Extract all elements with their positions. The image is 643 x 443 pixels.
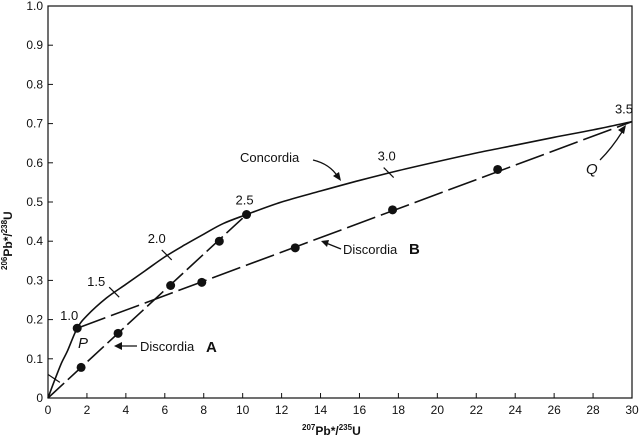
concordia-age-ticks: 1.0 1.5 2.0 2.5 3.0 3.5 — [47, 102, 633, 383]
y-axis-title-main2: U — [1, 211, 15, 220]
discordia-b-arrowhead — [321, 240, 329, 247]
discordia-b-letter: B — [409, 241, 420, 258]
y-tick-label: 0.3 — [26, 273, 43, 287]
x-axis-title-main1: Pb*/ — [315, 424, 339, 438]
discordia-b-point — [72, 323, 82, 333]
concordia-age-label: 1.5 — [87, 274, 105, 289]
y-tick-label: 0.1 — [26, 352, 43, 366]
discordia-b-label: Discordia — [343, 242, 398, 257]
discordia-b-point — [493, 164, 503, 174]
x-tick-label: 16 — [353, 403, 367, 417]
concordia-age-tick — [108, 286, 120, 298]
concordia-age-tick — [161, 249, 173, 261]
x-tick-label: 22 — [470, 403, 484, 417]
discordia-a-point — [214, 236, 224, 246]
concordia-curve — [47, 120, 633, 399]
y-tick-label: 0.9 — [26, 38, 43, 52]
concordia-age-tick — [47, 373, 61, 383]
y-tick-label: 0.6 — [26, 156, 43, 170]
discordia-b-arrow — [325, 242, 342, 250]
y-tick-label: 0.8 — [26, 77, 43, 91]
point-q-label: Q — [586, 161, 598, 178]
concordia-arrowhead — [333, 172, 341, 181]
x-axis-title-main2: U — [352, 424, 361, 438]
y-tick-label: 0.2 — [26, 313, 43, 327]
discordia-a-point — [242, 210, 252, 220]
concordia-age-label: 2.0 — [148, 231, 166, 246]
x-tick-label: 12 — [275, 403, 289, 417]
x-axis-title-sup2: 235 — [339, 423, 353, 432]
y-tick-label: 1.0 — [26, 0, 43, 13]
x-tick-label: 2 — [84, 403, 91, 417]
x-tick-label: 30 — [625, 403, 639, 417]
discordia-b-point — [388, 205, 398, 215]
discordia-a-letter: A — [206, 339, 217, 356]
concordia-age-tick — [383, 167, 395, 179]
point-q-arrow — [599, 131, 623, 161]
y-axis-title-sup1: 206 — [0, 256, 9, 270]
plot-border — [47, 5, 633, 399]
y-axis-title: 206Pb*/238U — [0, 211, 15, 270]
point-p-label: P — [78, 335, 88, 352]
y-axis: 0 0.1 0.2 0.3 0.4 0.5 0.6 0.7 0.8 0.9 1.0 — [26, 0, 53, 405]
y-tick-label: 0 — [36, 391, 43, 405]
y-axis-title-sup2: 238 — [0, 219, 9, 233]
point-q-arrowhead — [618, 125, 626, 134]
x-tick-label: 0 — [45, 403, 52, 417]
x-tick-label: 4 — [123, 403, 130, 417]
x-axis-title: 207Pb*/235U — [302, 423, 361, 438]
x-tick-label: 8 — [200, 403, 207, 417]
x-tick-label: 10 — [236, 403, 250, 417]
x-tick-label: 26 — [547, 403, 561, 417]
discordia-a-label: Discordia — [140, 339, 195, 354]
concordia-label: Concordia — [240, 150, 300, 165]
y-tick-label: 0.7 — [26, 117, 43, 131]
concordia-age-label: 2.5 — [236, 193, 254, 208]
x-tick-label: 24 — [509, 403, 523, 417]
x-tick-label: 18 — [392, 403, 406, 417]
discordia-b-point — [197, 277, 207, 287]
discordia-a-point — [113, 328, 123, 338]
x-tick-label: 14 — [314, 403, 328, 417]
plot-frame — [47, 5, 633, 399]
discordia-b-points — [72, 164, 503, 333]
x-axis-title-sup1: 207 — [302, 423, 316, 432]
discordia-b-line — [76, 120, 633, 329]
discordia-a-point — [166, 280, 176, 290]
concordia-age-label: 1.0 — [60, 308, 78, 323]
x-tick-label: 28 — [586, 403, 600, 417]
x-axis: 0 2 4 6 8 10 12 14 16 18 20 22 24 26 28 30 — [45, 393, 639, 417]
discordia-a-points — [76, 210, 252, 372]
discordia-a-arrowhead — [114, 342, 122, 350]
x-tick-label: 6 — [161, 403, 168, 417]
concordia-age-label: 3.5 — [615, 102, 633, 117]
discordia-b-point — [290, 243, 300, 253]
concordia-arrow — [312, 159, 339, 178]
y-tick-label: 0.5 — [26, 195, 43, 209]
y-tick-label: 0.4 — [26, 234, 43, 248]
x-tick-label: 20 — [431, 403, 445, 417]
concordia-age-label: 3.0 — [378, 149, 396, 164]
discordia-a-point — [76, 362, 86, 372]
y-axis-title-main1: Pb*/ — [1, 233, 15, 257]
